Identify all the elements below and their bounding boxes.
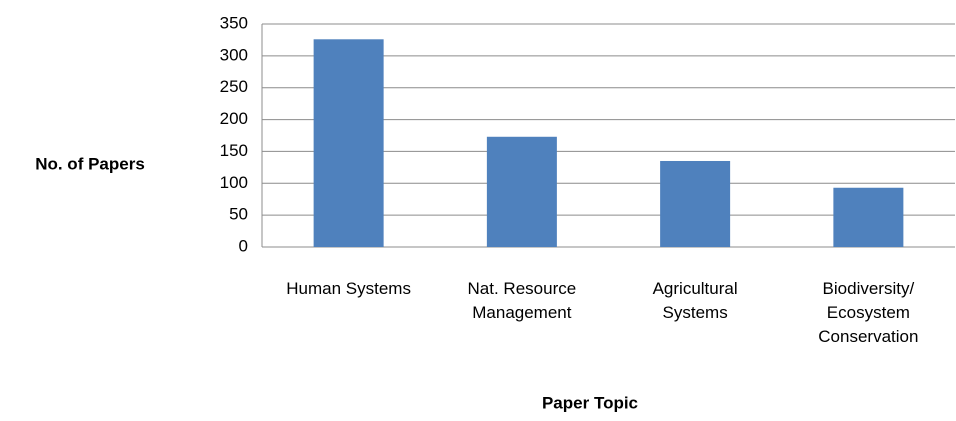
y-tick-label: 250 <box>220 77 248 96</box>
x-tick-label: Biodiversity/ Ecosystem Conservation <box>818 279 919 346</box>
bar <box>660 160 731 247</box>
bar <box>313 39 384 247</box>
y-axis-title: No. of Papers <box>35 154 145 173</box>
y-tick-label: 350 <box>220 13 248 32</box>
x-tick-label: Agricultural Systems <box>652 279 738 322</box>
y-tick-label: 100 <box>220 173 248 192</box>
y-tick-label: 300 <box>220 45 248 64</box>
y-tick-label: 0 <box>239 236 248 255</box>
x-tick-label: Nat. Resource Management <box>467 279 577 322</box>
bar <box>833 187 904 247</box>
y-tick-label: 50 <box>229 205 248 224</box>
y-tick-label: 200 <box>220 109 248 128</box>
bar <box>486 136 557 247</box>
x-tick-label: Human Systems <box>286 279 411 298</box>
y-tick-label: 150 <box>220 141 248 160</box>
x-axis-title: Paper Topic <box>542 393 638 412</box>
